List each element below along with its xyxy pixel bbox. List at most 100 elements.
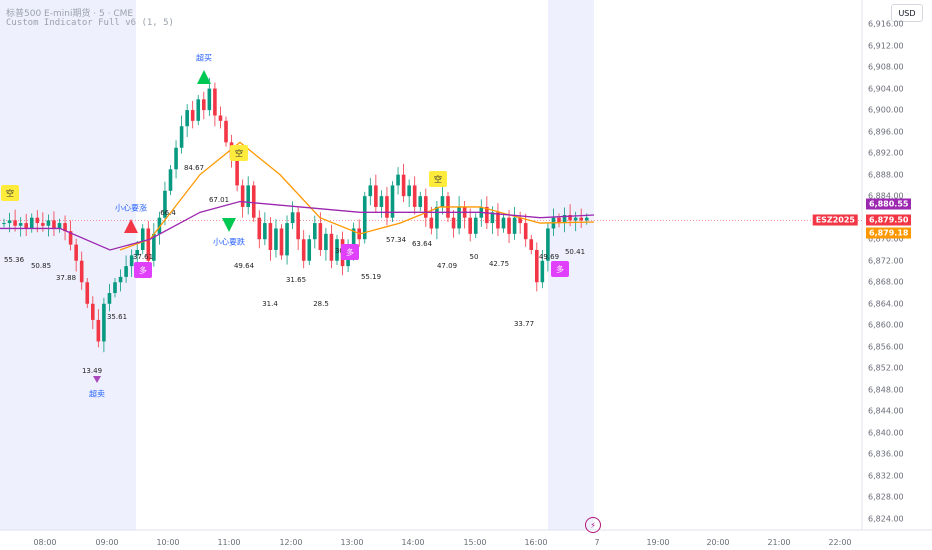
oscillator-value-label: 13.49: [81, 367, 103, 375]
candle-body: [102, 303, 106, 342]
candle-body: [179, 126, 184, 148]
candle-body: [546, 228, 550, 261]
price-tick-label: 6,868.00: [868, 277, 904, 287]
candle-body: [457, 206, 461, 229]
oscillator-value-label: 67.01: [208, 196, 230, 204]
time-tick-label: 10:00: [156, 538, 180, 547]
price-tag: 6,880.55: [866, 198, 912, 210]
candle-body: [190, 110, 195, 121]
candle-body: [412, 185, 417, 207]
candle-body: [113, 282, 117, 294]
oscillator-value-label: 49.69: [538, 253, 560, 261]
candle-body: [251, 185, 256, 218]
candle-body: [579, 217, 583, 221]
candle-body: [13, 220, 17, 226]
candle-body: [79, 260, 84, 283]
candle-body: [307, 239, 312, 261]
candle-body: [385, 196, 389, 218]
super-sell-label: 超卖: [89, 389, 105, 399]
price-tick-label: 6,848.00: [868, 385, 904, 395]
candle-body: [274, 228, 278, 250]
price-tick-label: 6,836.00: [868, 449, 904, 459]
careful-fall-triangle: [222, 218, 236, 232]
oscillator-value-label: 50: [469, 253, 479, 261]
oscillator-value-label: 47.09: [436, 262, 458, 270]
candle-body: [396, 174, 400, 186]
ma-line-purple: [0, 200, 595, 251]
super-sell-triangle: [93, 376, 101, 383]
careful-rise-triangle: [124, 219, 138, 233]
symbol-price-tag: ESZ2025: [812, 214, 858, 226]
oscillator-value-label: 55.36: [3, 256, 25, 264]
long-badge: 多: [551, 261, 569, 277]
candle-body: [129, 255, 134, 267]
candle-body: [390, 185, 395, 218]
oscillator-value-label: 28.5: [313, 300, 329, 308]
indicator-legend[interactable]: Custom Indicator Full v6 (1, 5): [6, 18, 174, 28]
session-shade-pre: [0, 0, 136, 530]
candle-body: [91, 303, 95, 320]
candle-body: [85, 282, 90, 304]
candle-body: [246, 185, 250, 207]
time-tick-label: 11:00: [217, 538, 241, 547]
candle-body: [313, 223, 317, 240]
price-tick-label: 6,860.00: [868, 320, 904, 330]
empty-badge: 空: [230, 145, 248, 161]
candle-body: [35, 217, 40, 224]
candle-body: [218, 115, 223, 121]
price-tick-label: 6,840.00: [868, 428, 904, 438]
candle-body: [68, 231, 73, 245]
candle-body: [124, 266, 128, 277]
oscillator-value-label: 50.85: [30, 262, 52, 270]
time-tick-label: 20:00: [706, 538, 730, 547]
price-tick-label: 6,916.00: [868, 19, 904, 29]
candle-body: [429, 217, 434, 229]
candle-body: [24, 223, 28, 229]
symbol-title[interactable]: 标普500 E-mini期货 · 5 · CME: [6, 9, 134, 19]
price-tick-label: 6,844.00: [868, 406, 904, 416]
candle-body: [285, 223, 289, 256]
candle-body: [174, 147, 178, 170]
lightning-icon[interactable]: ⚡: [585, 517, 601, 533]
price-tick-label: 6,884.00: [868, 191, 904, 201]
candle-body: [157, 217, 162, 234]
candle-body: [435, 206, 439, 229]
oscillator-value-label: 63.64: [411, 240, 433, 248]
candle-body: [257, 217, 262, 240]
candle-body: [18, 223, 23, 226]
candle-body: [374, 185, 378, 207]
time-tick-label: 16:00: [524, 538, 548, 547]
price-tick-label: 6,852.00: [868, 363, 904, 373]
candle-body: [496, 212, 500, 229]
candle-body: [235, 158, 239, 186]
currency-button[interactable]: USD: [891, 4, 923, 22]
candle-body: [118, 276, 123, 283]
careful-fall-label: 小心要跌: [213, 237, 245, 247]
oscillator-value-label: 50.41: [564, 248, 586, 256]
time-tick-label: 12:00: [279, 538, 303, 547]
oscillator-value-label: 37.61: [132, 253, 154, 261]
time-tick-label: 13:00: [340, 538, 364, 547]
candle-body: [96, 319, 101, 342]
time-tick-label: 15:00: [463, 538, 487, 547]
oscillator-value-label: 66.4: [160, 209, 176, 217]
candle-body: [368, 185, 373, 197]
candle-body: [485, 206, 489, 224]
candle-body: [451, 217, 456, 229]
oscillator-value-label: 35.61: [106, 313, 128, 321]
price-tick-label: 6,832.00: [868, 471, 904, 481]
price-tick-label: 6,908.00: [868, 62, 904, 72]
price-tick-label: 6,856.00: [868, 342, 904, 352]
oscillator-value-label: 55.19: [360, 273, 382, 281]
candle-body: [46, 220, 51, 226]
candle-body: [135, 249, 139, 256]
candle-body: [290, 212, 295, 224]
candle-body: [279, 228, 284, 256]
oscillator-value-label: 57.34: [385, 236, 407, 244]
time-tick-label: 21:00: [767, 538, 791, 547]
candle-body: [52, 220, 56, 229]
candle-body: [535, 249, 539, 283]
oscillator-value-label: 49.64: [233, 262, 255, 270]
candle-body: [540, 260, 545, 283]
